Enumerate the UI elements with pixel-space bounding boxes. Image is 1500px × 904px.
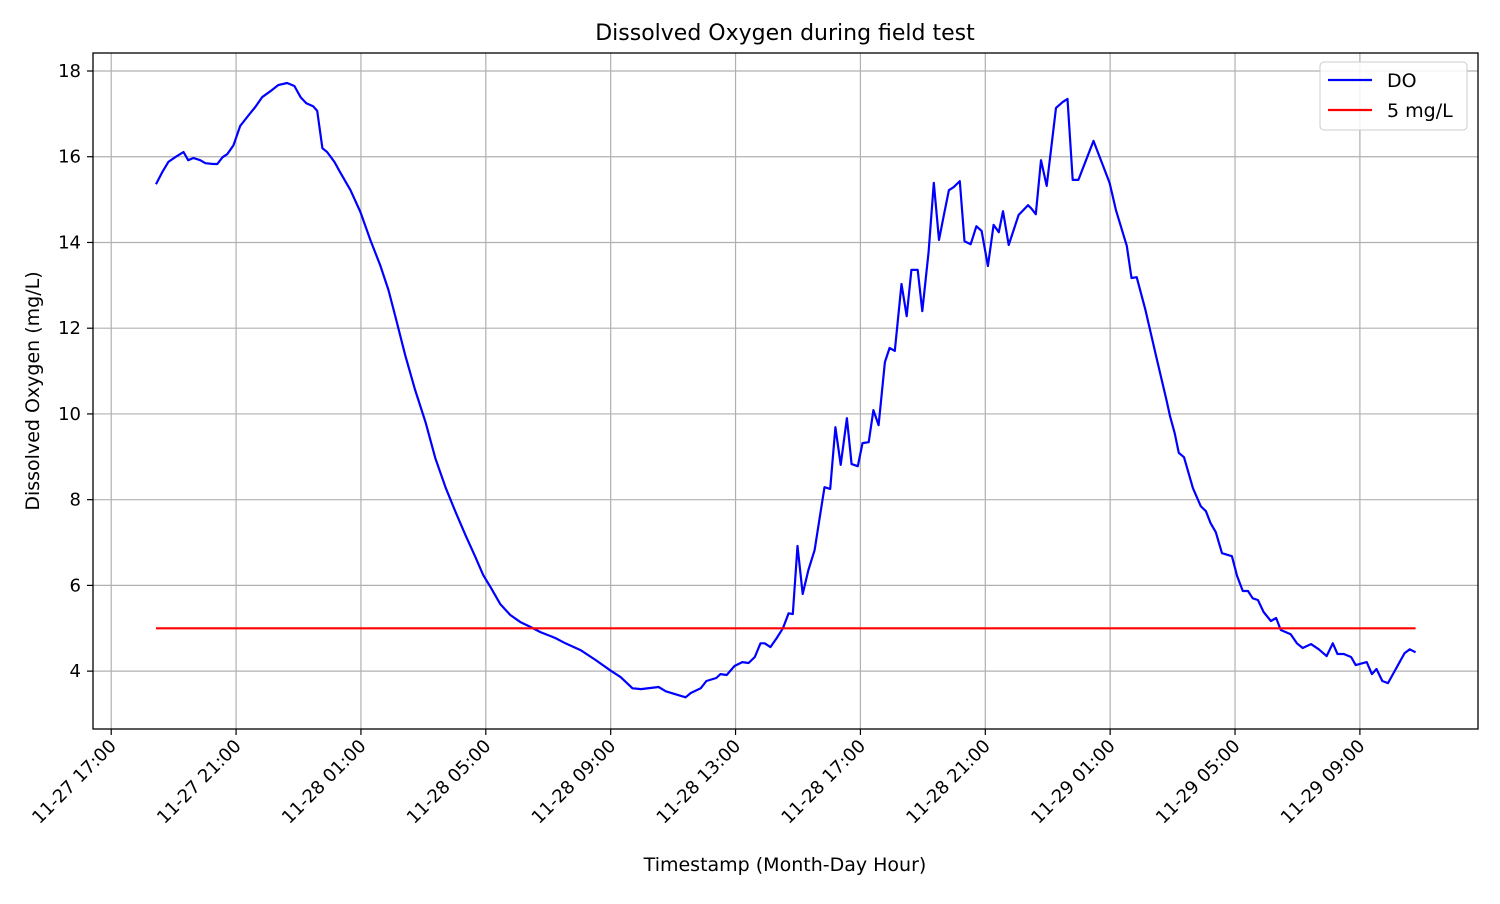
x-tick-label: 11-29 05:00 <box>1152 736 1245 829</box>
x-tick-label: 11-27 21:00 <box>153 736 246 829</box>
grid <box>93 53 1478 729</box>
do-series-line <box>155 81 1417 699</box>
y-tick-label: 18 <box>58 61 81 82</box>
y-tick-label: 14 <box>58 232 81 253</box>
x-tick-label: 11-28 21:00 <box>902 736 995 829</box>
x-axis-ticks: 11-27 17:00 11-27 21:00 11-28 01:00 11-28 0… <box>28 729 1369 828</box>
y-tick-label: 4 <box>70 661 81 682</box>
x-tick-label: 11-29 01:00 <box>1027 736 1120 829</box>
x-tick-label: 11-28 09:00 <box>528 736 621 829</box>
chart-title: Dissolved Oxygen during field test <box>595 21 975 46</box>
x-tick-label: 11-28 05:00 <box>403 736 496 829</box>
x-axis-label: Timestamp (Month-Day Hour) <box>643 854 927 876</box>
x-tick-label: 11-28 01:00 <box>278 736 371 829</box>
y-axis-ticks: 4 6 8 10 12 14 16 18 <box>58 61 93 682</box>
legend-label-do: DO <box>1387 70 1417 92</box>
x-tick-label: 11-27 17:00 <box>28 736 121 829</box>
y-tick-label: 12 <box>58 318 81 339</box>
x-tick-label: 11-28 17:00 <box>777 736 870 829</box>
y-axis-label: Dissolved Oxygen (mg/L) <box>22 271 44 510</box>
legend: DO 5 mg/L <box>1319 61 1468 131</box>
x-tick-label: 11-29 09:00 <box>1277 736 1370 829</box>
y-tick-label: 8 <box>70 490 81 511</box>
y-tick-label: 6 <box>70 575 81 596</box>
legend-label-threshold: 5 mg/L <box>1387 100 1453 122</box>
y-tick-label: 16 <box>58 147 81 168</box>
x-tick-label: 11-28 13:00 <box>653 736 746 829</box>
plot-frame <box>92 52 1479 730</box>
series-lines <box>155 81 1417 699</box>
y-tick-label: 10 <box>58 404 81 425</box>
